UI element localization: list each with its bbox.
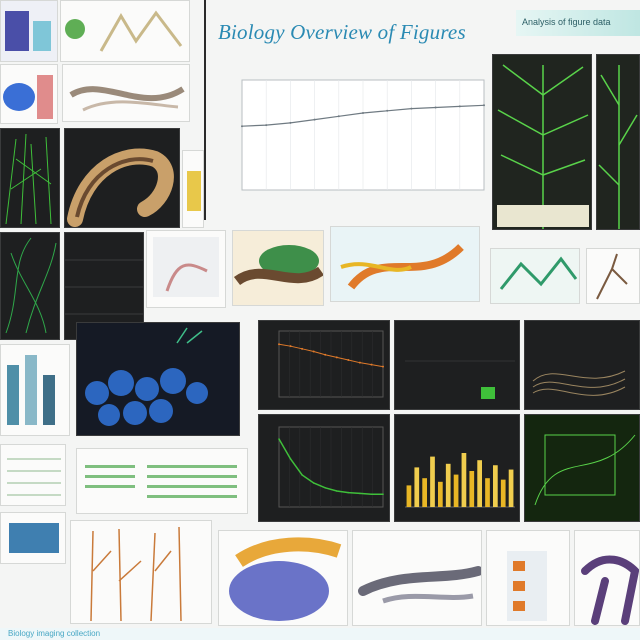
data-point — [278, 343, 280, 346]
data-point — [289, 121, 292, 124]
data-point — [458, 105, 461, 108]
data-point — [289, 345, 292, 348]
chart-svg-2 — [278, 330, 384, 398]
series-line — [278, 343, 384, 368]
data-point — [301, 474, 303, 476]
data-point — [335, 490, 338, 492]
data-point — [312, 482, 315, 484]
thumb-sample-9[interactable] — [490, 248, 580, 304]
data-point — [337, 115, 340, 118]
organ-3d-image[interactable] — [218, 530, 348, 626]
bar — [422, 478, 427, 507]
chart-svg-3 — [278, 426, 384, 508]
chart-svg-4 — [405, 453, 515, 508]
data-point — [335, 356, 338, 359]
data-point — [347, 491, 350, 494]
data-point — [370, 493, 373, 495]
footer-caption: Biology imaging collection — [0, 628, 640, 640]
thumb-sample-2[interactable] — [60, 0, 190, 62]
data-point — [386, 109, 389, 112]
neuron-image-1[interactable] — [0, 128, 60, 228]
tree-image-2[interactable] — [596, 54, 640, 230]
chart-svg-1 — [241, 79, 485, 191]
bar — [453, 474, 459, 507]
bar — [461, 453, 467, 507]
hand-image[interactable] — [352, 530, 482, 626]
thumb-sample-6[interactable] — [146, 230, 226, 308]
thumb-sample-4[interactable] — [62, 64, 190, 122]
bar — [500, 479, 506, 507]
data-point — [483, 104, 485, 107]
series-line — [278, 438, 383, 495]
bar — [477, 460, 482, 507]
cell-cluster-image[interactable] — [76, 322, 240, 436]
bar — [414, 467, 420, 507]
worm-image[interactable] — [64, 128, 180, 228]
data-point — [278, 438, 280, 440]
bar — [430, 456, 435, 507]
animal-image[interactable] — [574, 530, 640, 626]
branch-image[interactable] — [70, 520, 212, 624]
thumb-sample-3[interactable] — [0, 64, 58, 124]
chart-panel-4[interactable] — [394, 414, 520, 522]
chart-panel-empty-1[interactable] — [394, 320, 520, 410]
data-point — [382, 493, 384, 495]
thumb-sample-7[interactable] — [232, 230, 324, 306]
chart-panel-5[interactable] — [524, 414, 640, 522]
data-point — [265, 124, 268, 127]
thumb-sample-10[interactable] — [586, 248, 640, 304]
thumb-sample-8[interactable] — [330, 226, 480, 302]
bar — [485, 478, 490, 507]
thumb-sample-12[interactable] — [0, 512, 66, 564]
data-point — [410, 107, 413, 110]
data-point — [289, 458, 292, 460]
page-title: Biology Overview of Figures — [218, 20, 466, 44]
data-point — [370, 363, 373, 366]
neuron-image-2[interactable] — [0, 232, 60, 340]
data-point — [362, 112, 364, 114]
tree-image-1[interactable] — [492, 54, 592, 230]
data-point — [301, 347, 304, 350]
bar — [445, 463, 451, 507]
bar — [493, 465, 498, 507]
bar — [406, 485, 412, 507]
table-thumb-2[interactable] — [76, 448, 248, 514]
main-line-chart[interactable] — [214, 58, 490, 218]
building-image[interactable] — [486, 530, 570, 626]
thumb-sample-11[interactable] — [0, 344, 70, 436]
chart-panel-3[interactable] — [258, 414, 390, 522]
chart-panel-2[interactable] — [524, 320, 640, 410]
bar — [469, 471, 475, 507]
data-point — [324, 353, 327, 356]
table-thumb-1[interactable] — [0, 444, 66, 506]
data-point — [434, 106, 437, 109]
data-point — [347, 359, 350, 362]
data-point — [324, 487, 327, 489]
thumb-sample-5[interactable] — [182, 150, 204, 228]
header-banner: Analysis of figure data — [516, 10, 640, 36]
thumb-sample-1[interactable] — [0, 0, 58, 62]
bar — [508, 469, 514, 507]
data-point — [312, 350, 315, 353]
data-point — [313, 118, 316, 121]
data-point — [359, 492, 361, 495]
data-point — [358, 361, 361, 364]
data-point — [382, 365, 384, 368]
chart-panel-1[interactable] — [258, 320, 390, 410]
bar — [438, 481, 443, 507]
data-point — [241, 125, 243, 128]
divider — [204, 0, 206, 220]
